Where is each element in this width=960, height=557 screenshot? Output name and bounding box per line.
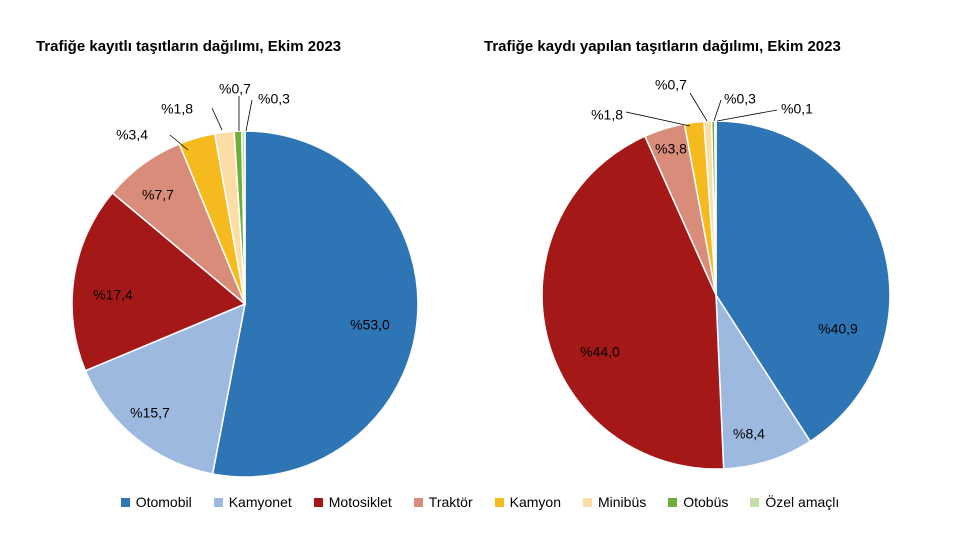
- legend-item: Kamyonet: [213, 494, 292, 510]
- legend-label: Özel amaçlı: [765, 494, 840, 510]
- leader-line: [169, 134, 189, 151]
- data-label: %0,7: [655, 77, 687, 93]
- data-label: %7,7: [142, 187, 174, 203]
- pie-slice--zel-ama-l-: [240, 130, 246, 305]
- chart-title-right: Trafiğe kaydı yapılan taşıtların dağılım…: [484, 38, 841, 55]
- legend-swatch: [494, 497, 504, 507]
- legend-swatch: [413, 497, 423, 507]
- data-label: %1,8: [591, 107, 623, 123]
- legend-label: Traktör: [428, 494, 473, 510]
- legend-item: Motosiklet: [313, 494, 392, 510]
- legend-item: Otomobil: [120, 494, 192, 510]
- legend-label: Kamyon: [509, 494, 561, 510]
- legend-swatch: [213, 497, 223, 507]
- data-label: %1,8: [161, 101, 193, 117]
- pie-slice-motosiklet: [541, 135, 725, 470]
- leader-line: [245, 99, 253, 132]
- leader-line: [689, 92, 708, 122]
- legend-label: Motosiklet: [328, 494, 392, 510]
- legend-label: Otobüs: [683, 494, 729, 510]
- data-label: %53,0: [350, 317, 390, 333]
- pie-slice-otomobil: [211, 130, 419, 478]
- legend-item: Otobüs: [668, 494, 728, 510]
- pie-slice--zel-ama-l-: [714, 120, 717, 296]
- pie-1: %40,9 %8,4 %44,0 %3,8 %1,8 %0,7 %0,3 %0,1: [541, 77, 891, 470]
- data-label: %15,7: [130, 405, 170, 421]
- legend-label: Kamyonet: [228, 494, 292, 510]
- chart-title-left: Trafiğe kayıtlı taşıtların dağılımı, Eki…: [36, 38, 342, 55]
- legend-item: Traktör: [413, 494, 473, 510]
- pie-slice-motosiklet: [71, 191, 247, 372]
- leader-line: [716, 109, 778, 122]
- data-label: %0,3: [258, 91, 290, 107]
- legend-swatch: [750, 497, 760, 507]
- data-label: %0,1: [781, 101, 813, 117]
- legend-swatch: [582, 497, 592, 507]
- pie-slice-kamyonet: [715, 292, 812, 470]
- data-label: %3,4: [116, 127, 148, 143]
- legend: Otomobil Kamyonet Motosiklet Traktör Kamyon M…: [0, 494, 960, 510]
- data-label: %0,3: [724, 91, 756, 107]
- leader-line: [625, 111, 691, 127]
- data-label: %40,9: [818, 321, 858, 337]
- leader-line: [211, 107, 223, 131]
- data-label: %17,4: [93, 287, 133, 303]
- pie-slice-kamyonet: [84, 302, 246, 475]
- legend-item: Minibüs: [582, 494, 647, 510]
- data-label: %0,7: [219, 81, 251, 97]
- data-label: %3,8: [655, 141, 687, 157]
- legend-swatch: [120, 497, 130, 507]
- legend-item: Kamyon: [494, 494, 561, 510]
- data-label: %44,0: [580, 344, 620, 360]
- data-label: %8,4: [733, 426, 765, 442]
- legend-item: Özel amaçlı: [750, 494, 839, 510]
- legend-label: Minibüs: [597, 494, 647, 510]
- leader-line: [713, 99, 722, 122]
- legend-swatch: [668, 497, 678, 507]
- legend-swatch: [313, 497, 323, 507]
- pie-0: %53,0 %15,7 %17,4 %7,7 %3,4 %1,8 %0,7 %0,3: [71, 81, 419, 478]
- legend-label: Otomobil: [135, 494, 192, 510]
